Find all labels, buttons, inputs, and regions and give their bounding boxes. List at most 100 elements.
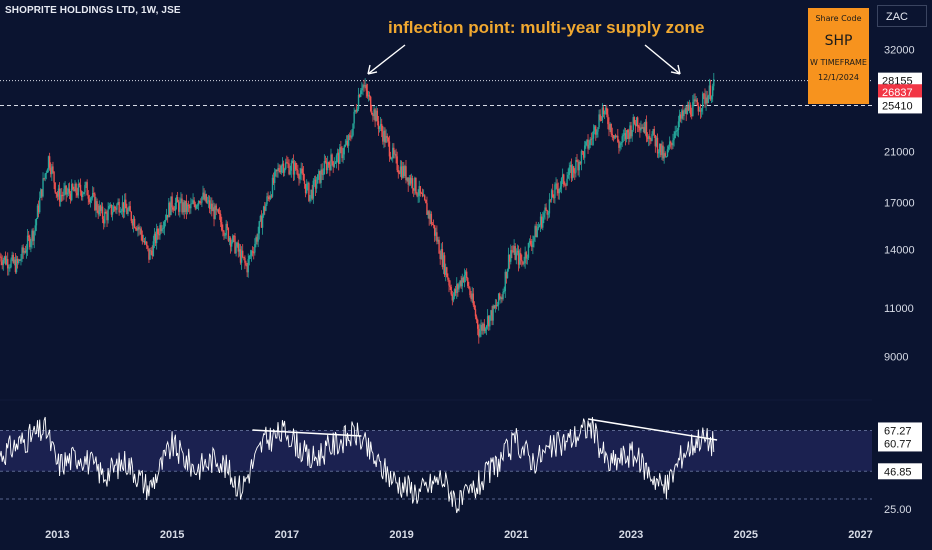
candle-body bbox=[180, 198, 182, 202]
candle-body bbox=[222, 230, 224, 232]
candle-body bbox=[443, 255, 446, 275]
candle-body bbox=[598, 114, 600, 128]
candle-body bbox=[91, 192, 94, 198]
candle-body bbox=[427, 211, 429, 215]
candle-body bbox=[181, 198, 183, 213]
candle-body bbox=[624, 133, 627, 140]
candle-body bbox=[333, 163, 335, 167]
candle-body bbox=[105, 211, 107, 214]
candle-body bbox=[542, 217, 544, 228]
candle-body bbox=[474, 309, 477, 317]
candle-body bbox=[632, 117, 634, 131]
candle-body bbox=[673, 138, 675, 141]
candle-body bbox=[566, 178, 568, 186]
candle-body bbox=[389, 156, 392, 159]
candle-body bbox=[496, 304, 499, 307]
candle-body bbox=[283, 168, 286, 173]
candle-body bbox=[473, 304, 476, 310]
candle-body bbox=[456, 284, 458, 293]
timeframe-label: W TIMEFRAME bbox=[810, 58, 867, 67]
candle-body bbox=[355, 110, 358, 112]
candle-body bbox=[343, 146, 345, 155]
candle-body bbox=[21, 247, 23, 259]
candle-body bbox=[579, 161, 582, 164]
candle-body bbox=[127, 209, 129, 214]
candle-body bbox=[374, 109, 376, 122]
candle-body bbox=[19, 259, 21, 261]
candle-body bbox=[347, 135, 350, 146]
candle-body bbox=[216, 209, 219, 211]
candle-body bbox=[559, 186, 562, 190]
candle-body bbox=[618, 141, 620, 148]
candle-body bbox=[512, 251, 514, 253]
candle-body bbox=[390, 158, 393, 159]
candle-body bbox=[398, 172, 401, 174]
candle-body bbox=[609, 123, 611, 130]
candle-body bbox=[150, 250, 152, 252]
candle-body bbox=[332, 161, 334, 167]
candle-body bbox=[44, 173, 46, 179]
candle-body bbox=[558, 189, 561, 194]
candle-body bbox=[378, 126, 381, 130]
candle-body bbox=[546, 210, 548, 215]
candle-body bbox=[35, 218, 38, 226]
candle-body bbox=[256, 237, 258, 242]
candle-body bbox=[518, 253, 521, 265]
candle-body bbox=[418, 186, 420, 196]
candle-body bbox=[446, 267, 448, 278]
candle-body bbox=[131, 220, 134, 226]
currency-selector[interactable]: ZAC bbox=[877, 5, 927, 27]
candle-body bbox=[410, 178, 413, 184]
candle-body bbox=[277, 168, 279, 171]
candle-body bbox=[440, 248, 442, 260]
candle-body bbox=[285, 162, 287, 169]
candle-body bbox=[713, 79, 715, 87]
candle-body bbox=[363, 85, 365, 87]
candle-body bbox=[336, 152, 339, 156]
candle-body bbox=[454, 289, 457, 293]
candle-body bbox=[697, 105, 700, 112]
candle-body bbox=[147, 245, 149, 249]
candle-body bbox=[20, 258, 22, 261]
candle-body bbox=[641, 127, 643, 129]
candle-body bbox=[428, 211, 430, 219]
candle-body bbox=[71, 184, 73, 201]
candle-body bbox=[640, 127, 642, 131]
candle-body bbox=[524, 252, 526, 264]
time-tick-label: 2027 bbox=[848, 529, 872, 541]
candle-body bbox=[691, 114, 693, 117]
candle-body bbox=[168, 202, 170, 218]
candle-body bbox=[448, 279, 450, 286]
candle-body bbox=[13, 259, 16, 263]
candle-body bbox=[331, 154, 333, 162]
candle-body bbox=[610, 123, 612, 134]
candle-body bbox=[689, 104, 692, 115]
candle-body bbox=[310, 189, 312, 196]
candle-body bbox=[292, 161, 295, 175]
candle-body bbox=[417, 195, 419, 197]
price-tick-label: 9000 bbox=[884, 352, 908, 364]
candle-body bbox=[247, 259, 249, 273]
candle-body bbox=[158, 233, 160, 236]
candle-body bbox=[419, 186, 422, 194]
candle-body bbox=[414, 177, 416, 191]
candle-body bbox=[294, 162, 297, 170]
candle-body bbox=[601, 107, 604, 121]
candle-body bbox=[155, 228, 158, 244]
candle-body bbox=[298, 175, 300, 180]
candle-body bbox=[665, 156, 668, 158]
candle-body bbox=[464, 271, 467, 275]
price-level-tag bbox=[878, 97, 922, 114]
rsi-trendline-2 bbox=[587, 418, 718, 441]
candle-body bbox=[620, 142, 622, 146]
candle-body bbox=[205, 194, 208, 203]
candle-body bbox=[111, 211, 114, 215]
candle-body bbox=[184, 200, 187, 213]
candle-body bbox=[645, 121, 648, 138]
candle-body bbox=[57, 188, 60, 197]
candle-body bbox=[63, 189, 65, 196]
candle-body bbox=[159, 225, 161, 236]
candle-body bbox=[489, 315, 491, 327]
candle-body bbox=[165, 214, 168, 220]
candle-body bbox=[362, 85, 364, 89]
